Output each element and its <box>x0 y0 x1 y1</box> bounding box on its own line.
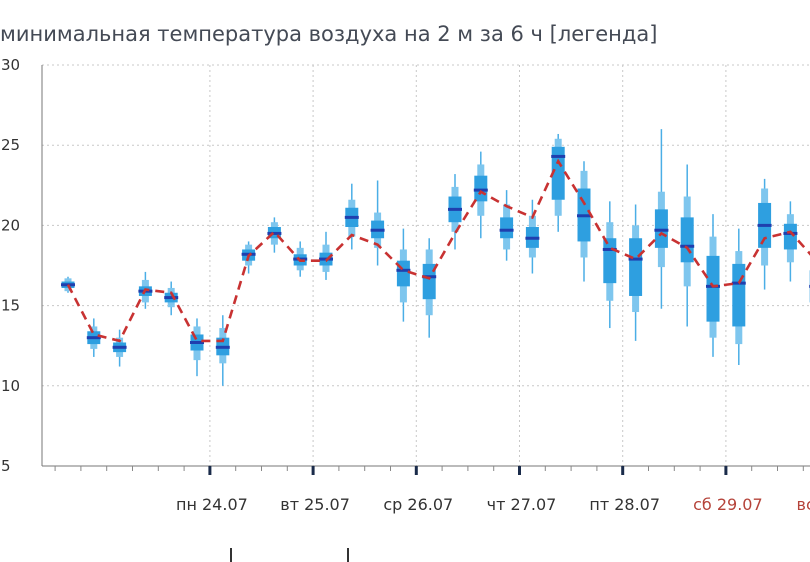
box-inner <box>784 224 797 250</box>
x-day-label: сб 29.07 <box>693 495 763 514</box>
y-tick-label: 20 <box>1 216 20 234</box>
x-day-label: пн 24.07 <box>176 495 248 514</box>
box-inner <box>603 238 616 283</box>
y-tick-label: 25 <box>1 136 20 154</box>
line-layer <box>68 161 810 341</box>
box-inner <box>629 238 642 296</box>
box-inner <box>732 264 745 327</box>
y-tick-label: 15 <box>1 297 20 315</box>
x-day-label: чт 27.07 <box>487 495 557 514</box>
x-day-label: вс 30.07 <box>797 495 810 514</box>
y-tick-label: 5 <box>1 457 11 475</box>
box-inner <box>707 256 720 322</box>
box-inner <box>500 217 513 238</box>
x-day-label: вт 25.07 <box>280 495 350 514</box>
box-inner <box>655 209 668 247</box>
y-tick-label: 30 <box>1 56 20 74</box>
box-layer <box>61 129 810 386</box>
box-inner <box>474 176 487 202</box>
box-inner <box>681 217 694 262</box>
x-day-label: ср 26.07 <box>383 495 453 514</box>
x-day-label: пт 28.07 <box>589 495 660 514</box>
mean-series-line <box>68 161 810 341</box>
y-tick-label: 10 <box>1 377 20 395</box>
